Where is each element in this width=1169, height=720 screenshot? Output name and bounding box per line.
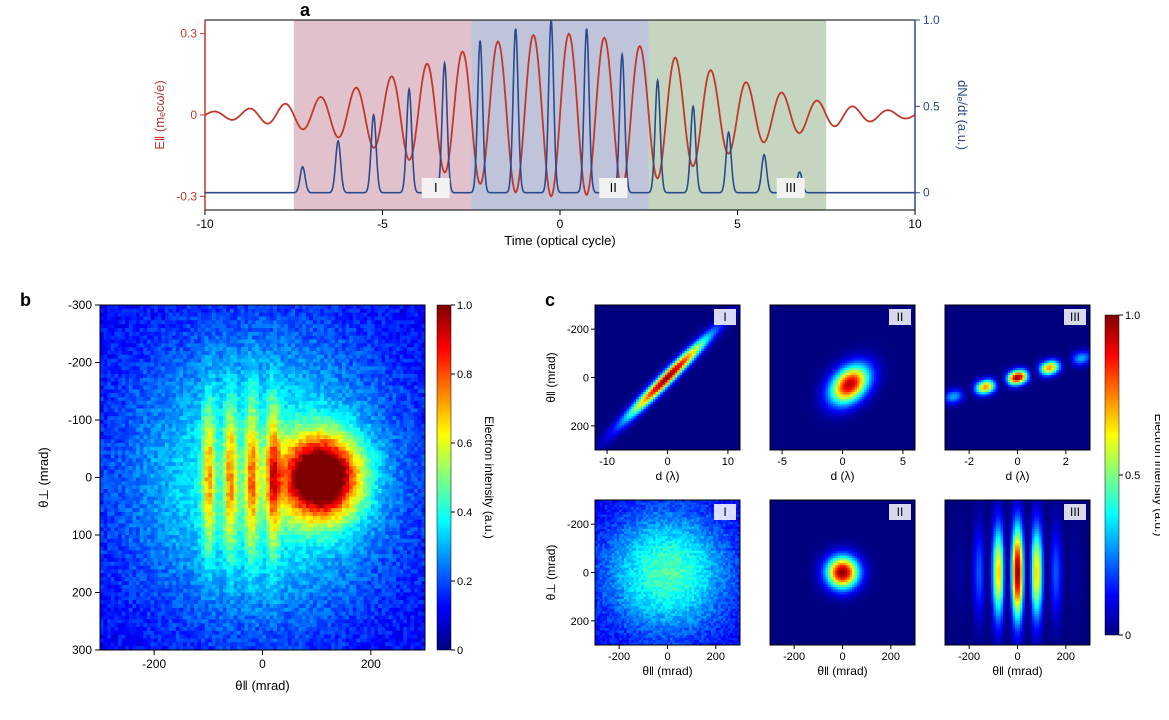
svg-text:dNₑ/dt (a.u.): dNₑ/dt (a.u.) — [955, 80, 970, 150]
svg-text:-0.3: -0.3 — [176, 189, 197, 203]
svg-text:0.3: 0.3 — [180, 27, 197, 41]
svg-text:E‖ (mₑcω/e): E‖ (mₑcω/e) — [152, 80, 167, 149]
panel-c: I-2000200θ‖ (mrad)-10010d (λ)II-505d (λ)… — [540, 300, 1160, 700]
svg-text:Time (optical cycle): Time (optical cycle) — [504, 233, 615, 248]
svg-text:0: 0 — [923, 186, 930, 200]
svg-text:-10: -10 — [196, 217, 214, 231]
svg-text:I: I — [434, 180, 438, 195]
svg-text:5: 5 — [734, 217, 741, 231]
svg-text:1.0: 1.0 — [923, 13, 940, 27]
svg-text:10: 10 — [908, 217, 922, 231]
svg-text:II: II — [610, 180, 617, 195]
svg-text:0: 0 — [190, 108, 197, 122]
svg-text:0.5: 0.5 — [923, 99, 940, 113]
svg-text:0: 0 — [557, 217, 564, 231]
panel-a: -10 -5 0 5 10 -0.3 0 0.3 0 0.5 1.0 Time (optical cy… — [150, 10, 970, 250]
svg-text:-5: -5 — [377, 217, 388, 231]
panel-b: -2000200-300-200-1000100200300θ‖ (mrad)θ… — [30, 300, 510, 700]
svg-text:III: III — [785, 180, 796, 195]
